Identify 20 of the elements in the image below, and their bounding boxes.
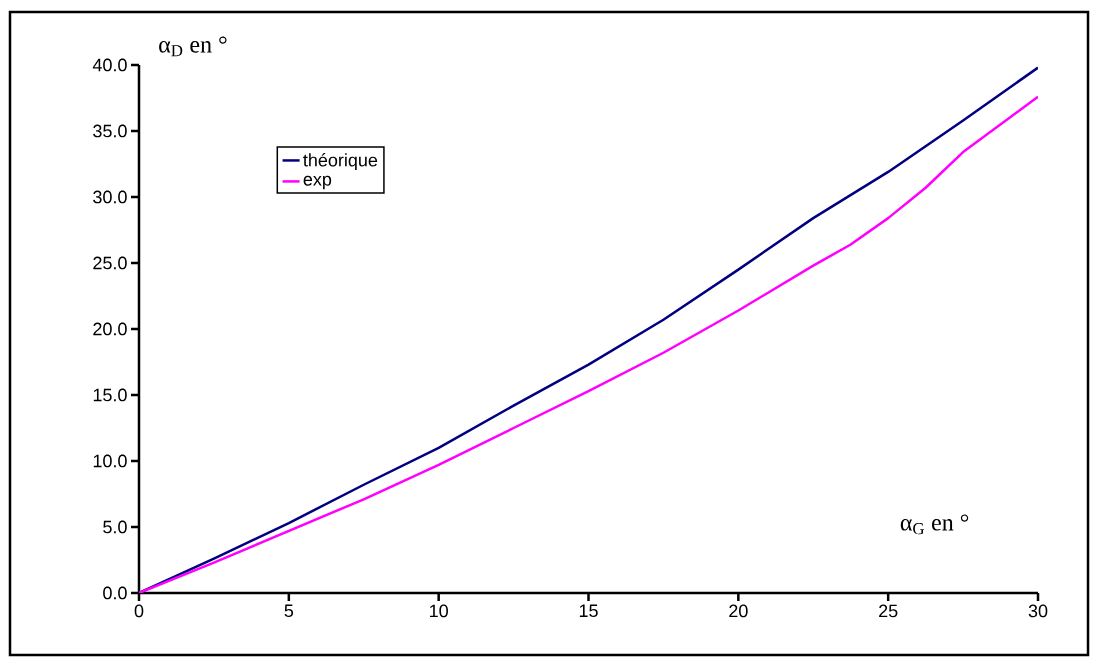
x-tick-label: 30 [1028,604,1048,618]
y-tick-label: 0.0 [103,586,127,600]
y-tick-label: 35.0 [93,124,127,138]
y-tick-label: 25.0 [93,256,127,270]
x-axis-title: α$_{G}$ en ° [900,514,969,535]
x-tick-label: 20 [729,604,748,618]
x-tick-label: 10 [430,604,448,618]
x-tick-label: 25 [879,604,898,618]
y-tick-label: 20.0 [93,322,127,336]
x-tick-label: 5 [284,604,294,618]
x-tick-label: 0 [134,604,144,618]
y-tick-label: 15.0 [93,388,127,402]
legend-label: théorique [303,153,378,171]
y-tick-label: 10.0 [93,454,127,468]
x-tick-label: 15 [579,604,598,618]
y-tick-label: 40.0 [92,58,127,72]
y-axis-title: α$_{D}$ en ° [159,36,227,57]
y-tick-label: 30.0 [93,190,127,204]
legend-label: exp [303,175,332,190]
y-tick-label: 5.0 [103,520,127,534]
